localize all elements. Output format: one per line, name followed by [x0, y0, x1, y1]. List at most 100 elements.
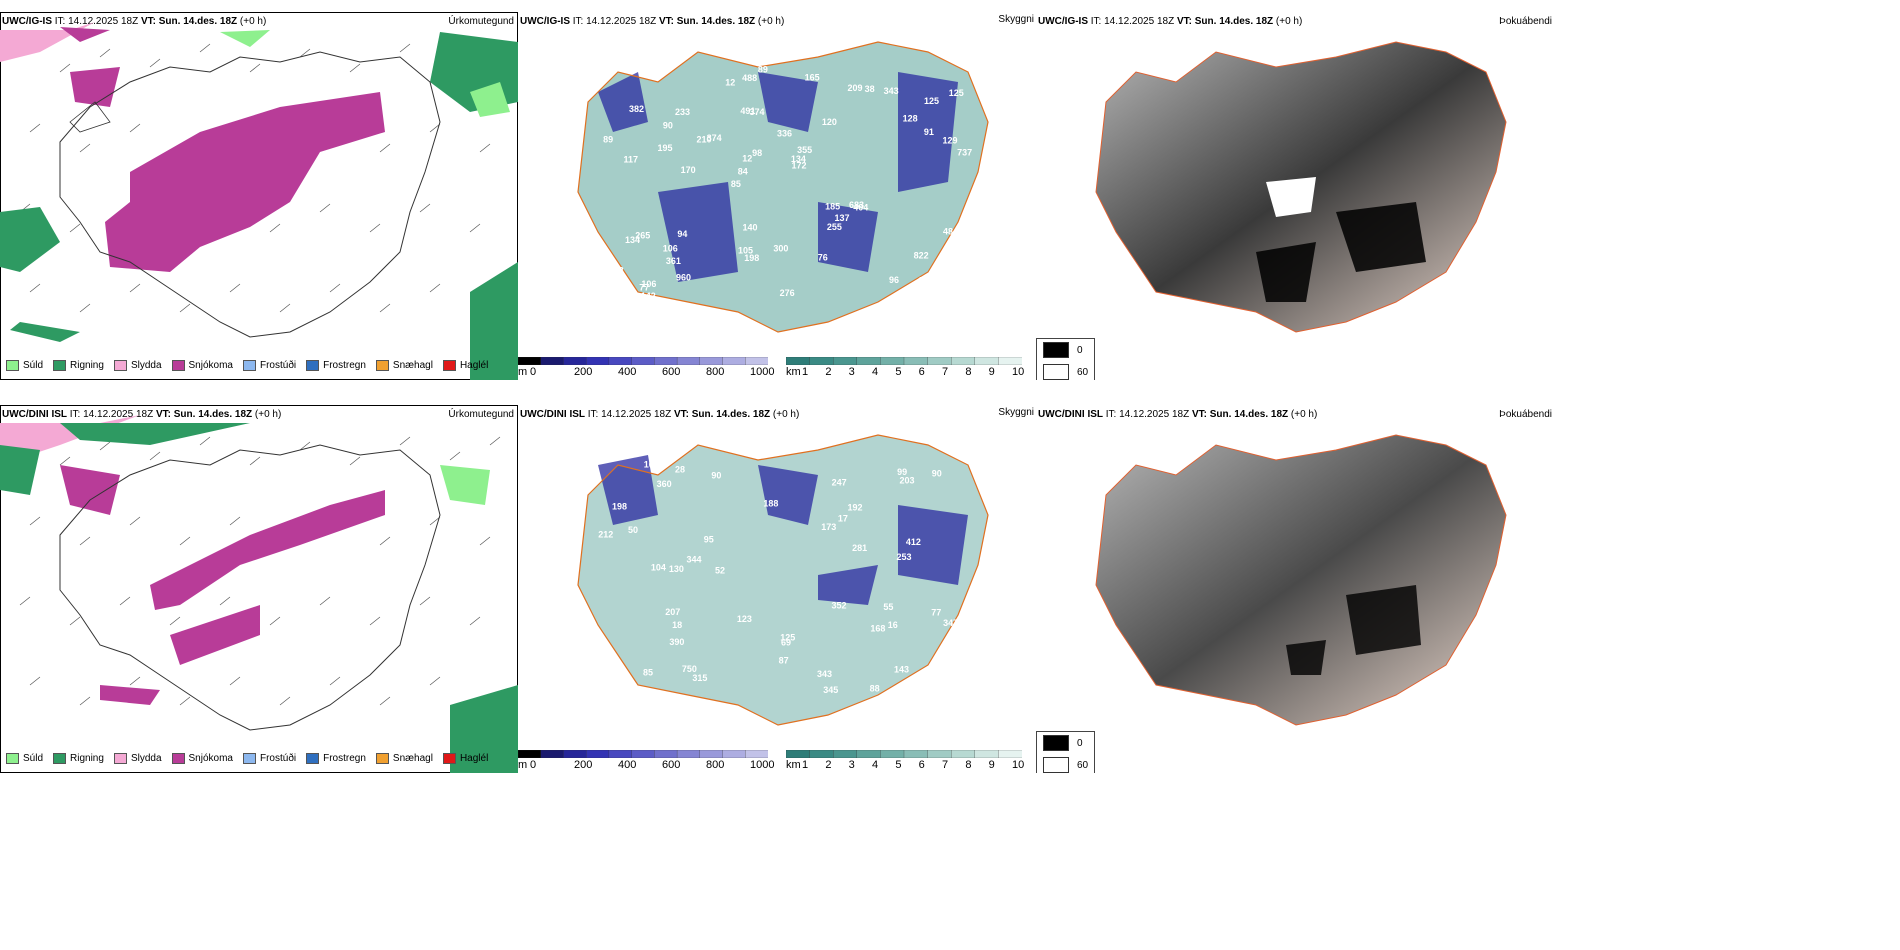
panel-name-fog: Þokuábendi: [1499, 409, 1552, 420]
ceiling-value: 300: [773, 244, 788, 254]
ceiling-value: 352: [831, 601, 846, 611]
tick-label: 7: [942, 759, 949, 771]
ceiling-value: 90: [663, 121, 673, 131]
tick-label: 4: [872, 759, 879, 771]
visibility-map: 193 117 125 85 120 106 491 336 265 374 438 361 374 35…: [577, 41, 989, 333]
ceiling-labels: 193 117 125 85 120 106 491 336 265 374 438 361 374 35…: [603, 64, 972, 301]
ceiling-value: 344: [687, 555, 702, 565]
ceiling-value: 233: [675, 107, 690, 117]
visibility-panel-dini: UWC/DINI ISL IT: 14.12.2025 18Z VT: Sun.…: [518, 405, 1038, 773]
ceiling-value: 140: [743, 222, 758, 232]
colorbar-segment: [809, 357, 834, 365]
ceiling-value: 96: [889, 275, 899, 285]
colorbar-segment: [809, 750, 834, 758]
colorbar-segment: [608, 750, 633, 758]
tick-label: 0: [530, 366, 537, 378]
colorbar-segment: [631, 357, 656, 365]
legend-item: Rigning: [53, 753, 104, 764]
ceiling-value: 355: [797, 145, 812, 155]
ceiling-value: 255: [827, 222, 842, 232]
colorbar-segment: [903, 357, 929, 365]
legend-item: 0: [1037, 339, 1094, 361]
coastline: [577, 41, 989, 333]
colorbar-segment: [974, 750, 1000, 758]
tick-label: 600: [662, 366, 681, 378]
colorbar-segment: [856, 357, 882, 365]
visibility-unit: km: [786, 759, 801, 771]
ceiling-value: 117: [623, 155, 638, 165]
colorbar-segment: [540, 357, 565, 365]
legend-item: Snæhagl: [375, 753, 433, 764]
legend-item: 0: [1037, 732, 1094, 754]
colorbar-segment: [722, 357, 746, 365]
legend-swatch: [6, 360, 19, 371]
legend-item: Snæhagl: [375, 360, 433, 371]
fog-legend: 0 60: [1036, 338, 1096, 380]
ceiling-value: 134: [791, 154, 806, 164]
panel-title: UWC/DINI ISL IT: 14.12.2025 18Z VT: Sun.…: [2, 409, 282, 420]
ceiling-value: 90: [932, 469, 942, 479]
colorbar-segment: [676, 750, 701, 758]
ceiling-value: 87: [779, 655, 789, 665]
ceiling-value: 438: [609, 266, 624, 276]
colorbar-segment: [518, 750, 542, 758]
ceiling-value: 16: [888, 620, 898, 630]
ceiling-value: 185: [825, 201, 840, 211]
fog-map: [1095, 41, 1507, 333]
colorbar-segment: [586, 357, 610, 365]
ceiling-unit: m: [518, 759, 528, 771]
ceiling-unit: m: [518, 366, 528, 378]
colorbar-segment: [654, 750, 678, 758]
ceiling-value: 347: [943, 618, 958, 628]
coastline: [577, 434, 989, 726]
legend-item: Slydda: [113, 753, 162, 764]
ceiling-value: 683: [849, 200, 864, 210]
legend-item: Haglél: [442, 753, 488, 764]
ceiling-value: 95: [704, 535, 714, 545]
colorbar-segment: [745, 357, 768, 365]
colorbar-segment: [833, 750, 858, 758]
tick-label: 9: [988, 759, 995, 771]
tick-label: 800: [706, 366, 725, 378]
ceiling-value: 361: [666, 256, 681, 266]
colorbar-segment: [608, 357, 633, 365]
colorbar-segment: [998, 357, 1022, 365]
ceiling-value: 17: [838, 514, 848, 524]
ceiling-value: 89: [758, 64, 768, 74]
ceiling-value: 12: [725, 78, 735, 88]
legend-item: 60: [1037, 754, 1094, 773]
precip-legend: Súld Rigning Slydda Snjókoma Frostúði Fr…: [6, 360, 488, 371]
ceiling-value: 98: [752, 148, 762, 158]
ceiling-value: 52: [715, 565, 725, 575]
ceiling-value: 336: [777, 128, 792, 138]
panel-title: UWC/DINI ISL IT: 14.12.2025 18Z VT: Sun.…: [1038, 409, 1318, 420]
tick-label: 7: [942, 366, 949, 378]
ceiling-value: 315: [692, 673, 707, 683]
colorbar-segment: [880, 357, 905, 365]
ceiling-value: 48: [943, 226, 953, 236]
ceiling-value: 209: [847, 83, 862, 93]
ceiling-value: 343: [817, 669, 832, 679]
tick-label: 10: [1012, 759, 1025, 771]
panel-name-precip: Úrkomutegund: [448, 16, 514, 27]
ceiling-value: 77: [639, 283, 649, 293]
precip-map: [0, 405, 518, 773]
tick-label: 0: [530, 759, 537, 771]
ceiling-value: 134: [625, 235, 640, 245]
tick-label: 1: [802, 366, 809, 378]
tick-label: 800: [706, 759, 725, 771]
colorbar-segment: [722, 750, 746, 758]
ceiling-value: 276: [780, 288, 795, 298]
colorbar-segment: [903, 750, 929, 758]
tick-label: 3: [848, 366, 855, 378]
legend-item: Frostúði: [242, 753, 296, 764]
colorbar-segment: [699, 750, 724, 758]
ceiling-value: 247: [832, 478, 847, 488]
coastline: [1095, 41, 1507, 333]
colorbar-segment: [833, 357, 858, 365]
ceiling-value: 173: [821, 522, 836, 532]
tick-label: 9: [988, 366, 995, 378]
ceiling-value: 85: [731, 179, 741, 189]
ceiling-value: 162: [644, 459, 659, 469]
ceiling-value: 265: [635, 230, 650, 240]
